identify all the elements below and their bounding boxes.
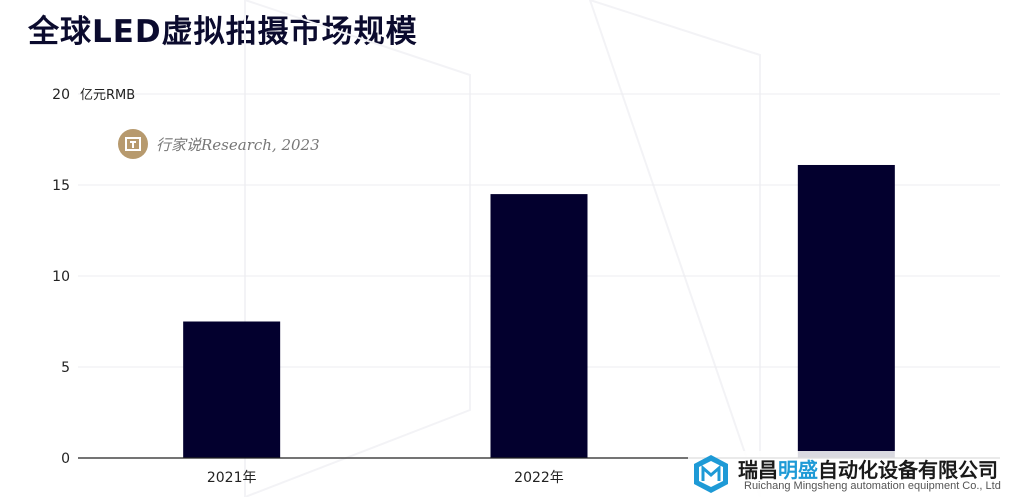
y-tick-label: 0 — [61, 451, 70, 467]
bar — [797, 164, 895, 459]
y-tick-label: 5 — [61, 360, 70, 376]
bar — [490, 194, 588, 458]
company-name-part2: 自动化设备有限公司 — [818, 458, 998, 482]
bars — [183, 164, 895, 459]
y-tick-label: 10 — [52, 269, 70, 285]
x-tick-label: 2022年 — [514, 470, 564, 486]
company-badge: 瑞昌明盛自动化设备有限公司 Ruichang Mingsheng automat… — [688, 451, 1017, 497]
company-name-en: Ruichang Mingsheng automation equipment … — [744, 480, 1001, 492]
y-tick-label: 20 — [52, 87, 70, 103]
bar — [183, 321, 281, 458]
y-axis-label: 亿元RMB — [80, 88, 135, 103]
company-logo-icon — [694, 455, 728, 493]
watermark: 行家说Research, 2023 — [118, 128, 320, 160]
y-tick-labels: 0 5 10 15 20 — [52, 87, 70, 467]
y-tick-label: 15 — [52, 178, 70, 194]
company-name-accent: 明盛 — [778, 458, 818, 482]
research-logo-icon — [118, 129, 148, 159]
watermark-text: 行家说Research, 2023 — [156, 135, 320, 154]
page-title: 全球LED虚拟拍摄市场规模 — [28, 14, 418, 50]
company-name: 瑞昌明盛自动化设备有限公司 — [738, 454, 998, 483]
x-tick-labels: 2021年 2022年 — [207, 470, 564, 486]
company-name-part1: 瑞昌 — [738, 458, 778, 482]
x-tick-label: 2021年 — [207, 470, 257, 486]
